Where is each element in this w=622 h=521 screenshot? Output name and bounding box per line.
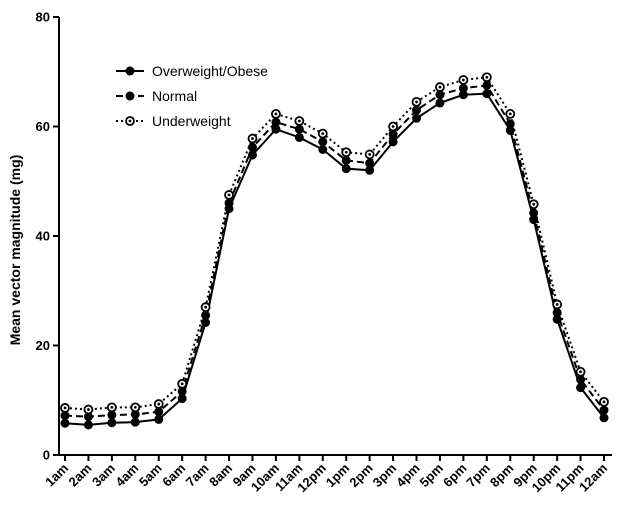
- data-point: [599, 405, 609, 415]
- data-point-center: [180, 382, 184, 386]
- legend-label: Underweight: [152, 113, 231, 129]
- y-tick-label: 40: [36, 229, 50, 244]
- x-tick-label: 7pm: [463, 461, 493, 491]
- data-point-center: [555, 303, 559, 306]
- data-point-center: [602, 400, 606, 404]
- data-point-center: [297, 119, 301, 123]
- data-point: [458, 83, 468, 93]
- x-tick-label: 4pm: [393, 461, 423, 491]
- data-point: [412, 105, 422, 115]
- legend-label: Normal: [152, 88, 197, 104]
- data-point-center: [251, 137, 254, 140]
- data-point-center: [274, 112, 278, 116]
- x-tick-label: 6pm: [440, 461, 470, 491]
- legend-marker: [125, 91, 135, 101]
- x-tick-label: 1pm: [323, 461, 353, 491]
- series-layer: [60, 72, 609, 430]
- data-point-center: [579, 370, 582, 374]
- x-tick-label: 3pm: [370, 461, 400, 491]
- x-tick-label: 6am: [159, 461, 188, 490]
- legend-item: Normal: [116, 88, 197, 104]
- x-tick-label: 4am: [112, 461, 141, 490]
- data-point: [318, 144, 328, 154]
- legend-marker: [125, 66, 135, 76]
- y-axis-label: Mean vector magnitude (mg): [7, 155, 23, 346]
- data-point: [130, 417, 140, 427]
- data-point: [365, 158, 375, 168]
- data-point: [60, 418, 70, 428]
- data-point-center: [204, 305, 208, 309]
- data-point-center: [63, 406, 67, 410]
- data-point-center: [87, 408, 90, 411]
- legend-marker-center: [128, 119, 132, 123]
- data-point-center: [485, 75, 489, 79]
- x-tick-label: 1am: [42, 461, 71, 490]
- y-tick-label: 20: [36, 338, 50, 353]
- data-point: [154, 414, 164, 424]
- data-point: [294, 124, 304, 134]
- data-point: [318, 137, 328, 147]
- data-point: [576, 383, 586, 393]
- legend-label: Overweight/Obese: [152, 63, 268, 79]
- data-point: [83, 420, 93, 430]
- x-tick-label: 2am: [66, 461, 95, 490]
- data-point-center: [415, 100, 418, 104]
- x-tick-label: 8pm: [487, 461, 517, 491]
- data-point: [599, 413, 609, 423]
- data-point-center: [508, 112, 512, 116]
- data-point-center: [368, 153, 372, 156]
- data-point: [107, 418, 117, 428]
- legend-item: Underweight: [116, 113, 231, 129]
- data-point: [224, 198, 234, 208]
- data-point-center: [532, 202, 536, 206]
- data-point-center: [461, 78, 465, 82]
- y-tick-label: 60: [36, 119, 50, 134]
- x-tick-label: 5am: [136, 461, 165, 490]
- data-point: [435, 98, 445, 108]
- data-point: [271, 117, 281, 127]
- data-point-center: [157, 402, 161, 406]
- data-point: [341, 164, 351, 174]
- data-point-center: [110, 405, 114, 409]
- data-point: [294, 132, 304, 142]
- series-underweight: [60, 72, 609, 415]
- y-axis-title: Mean vector magnitude (mg): [7, 155, 23, 346]
- data-point: [341, 155, 351, 165]
- series-overweight-obese: [60, 89, 609, 430]
- data-point: [412, 113, 422, 123]
- legend: Overweight/Obese Normal Underweight: [116, 63, 268, 129]
- series-line: [64, 76, 605, 411]
- legend-item: Overweight/Obese: [116, 63, 268, 79]
- data-point-center: [344, 150, 348, 154]
- x-tick-label: 3am: [89, 461, 118, 490]
- x-tick-label: 7am: [183, 461, 212, 490]
- x-tick-label: 2pm: [346, 461, 376, 491]
- y-tick-label: 80: [36, 10, 50, 25]
- data-point-center: [438, 85, 442, 89]
- data-point: [505, 119, 515, 129]
- data-point-center: [321, 132, 325, 136]
- data-point-center: [133, 405, 137, 409]
- series-normal: [60, 80, 609, 422]
- x-tick-label: 5pm: [417, 461, 447, 491]
- data-point-center: [227, 193, 231, 197]
- y-tick-label: 0: [43, 448, 50, 463]
- series-line: [64, 84, 605, 418]
- x-tick-label: 8am: [206, 461, 235, 490]
- data-point-center: [391, 125, 395, 128]
